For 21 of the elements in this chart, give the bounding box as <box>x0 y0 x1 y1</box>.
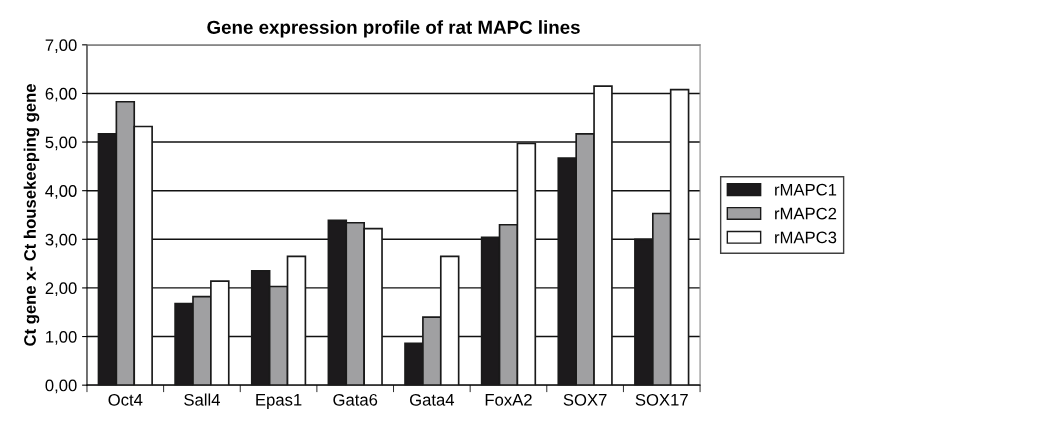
x-tick-label: SOX17 <box>635 393 688 406</box>
y-axis-title: Ct gene x- Ct housekeeping gene <box>23 84 40 346</box>
legend-label: rMAPC2 <box>775 207 837 220</box>
x-tick-label: Oct4 <box>108 393 143 406</box>
y-tick-label: 6,00 <box>45 87 77 102</box>
x-tick-label: Gata6 <box>333 393 378 406</box>
legend-label: rMAPC1 <box>775 183 837 196</box>
legend-label: rMAPC3 <box>775 231 837 244</box>
y-tick-label: 3,00 <box>45 233 77 248</box>
x-tick-label: Gata4 <box>409 393 455 406</box>
y-tick-label: 4,00 <box>45 185 77 199</box>
x-tick-label: Epas1 <box>256 394 302 410</box>
y-tick-label: 2,00 <box>45 282 77 297</box>
y-tick-label: 1,00 <box>46 330 77 345</box>
chart-title: Gene expression profile of rat MAPC lines <box>207 20 580 38</box>
y-tick-label: 7,00 <box>45 39 77 54</box>
y-tick-label: 5,00 <box>45 136 77 151</box>
x-tick-label: SOX7 <box>563 393 607 406</box>
x-tick-label: Sall4 <box>184 393 220 406</box>
x-tick-label: FoxA2 <box>485 393 532 406</box>
y-tick-label: 0,00 <box>45 379 77 394</box>
